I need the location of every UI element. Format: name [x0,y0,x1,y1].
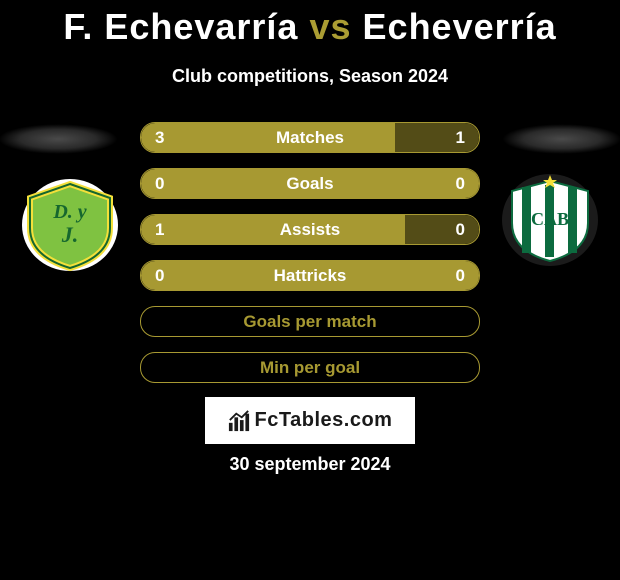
player-shadow-right [502,124,620,154]
svg-text:CAB: CAB [531,209,569,229]
club-badge-left: D. y J. [20,178,120,272]
branding-text: FcTables.com [255,409,393,432]
stat-label: Min per goal [141,353,479,382]
fctables-icon [228,410,250,432]
stat-label: Goals per match [141,307,479,336]
title-vs: vs [309,6,351,47]
player-shadow-left [0,124,118,154]
svg-text:J.: J. [61,222,79,247]
stat-row: 00Hattricks [140,260,480,291]
stat-row: 10Assists [140,214,480,245]
stat-row: 31Matches [140,122,480,153]
date-label: 30 september 2024 [0,454,620,475]
stat-row: Goals per match [140,306,480,337]
club-badge-right: CAB [500,173,600,267]
page-title: F. Echevarría vs Echeverría [0,0,620,48]
stats-panel: 31Matches 00Goals 10Assists 00Hattricks Goal… [140,122,480,398]
stat-row: Min per goal [140,352,480,383]
stat-label: Matches [141,123,479,152]
subtitle: Club competitions, Season 2024 [0,66,620,87]
stat-label: Hattricks [141,261,479,290]
stat-row: 00Goals [140,168,480,199]
svg-text:D. y: D. y [52,201,86,223]
branding: FcTables.com [205,397,415,444]
title-player-left: F. Echevarría [63,6,298,47]
stat-label: Assists [141,215,479,244]
title-player-right: Echeverría [363,6,557,47]
stat-label: Goals [141,169,479,198]
